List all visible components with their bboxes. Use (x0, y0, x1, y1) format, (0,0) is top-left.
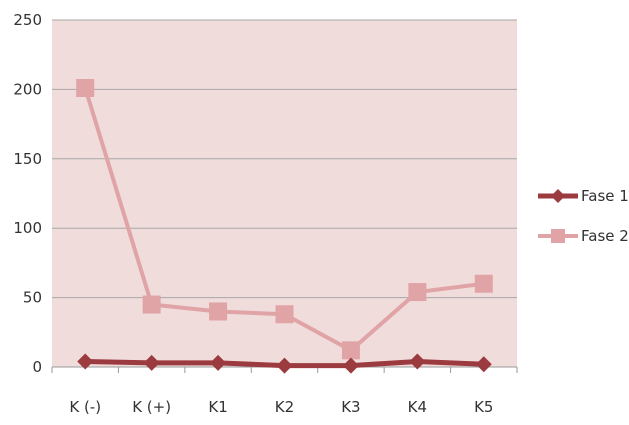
data-point (209, 302, 228, 321)
x-axis-tick-labels: K (-) K (+) K1 K2 K3 K4 K5 (51, 367, 518, 416)
series-layer (76, 79, 493, 374)
data-point (409, 353, 426, 370)
series-1 (77, 353, 492, 374)
y-tick-label: 250 (13, 11, 42, 29)
legend-marker (551, 189, 565, 203)
y-tick-label: 50 (23, 289, 42, 307)
legend-item-2: Fase 2 (538, 227, 629, 245)
legend-label: Fase 1 (581, 187, 629, 205)
y-tick-label: 150 (13, 150, 42, 168)
x-tick-label: K3 (341, 398, 360, 416)
data-point (474, 274, 493, 293)
legend: Fase 1 Fase 2 (538, 187, 629, 245)
x-tick-label: K (-) (69, 398, 101, 416)
x-tick-label: K1 (208, 398, 227, 416)
data-point (275, 305, 294, 324)
y-axis-tick-labels: 0 50 100 150 200 250 (13, 11, 42, 376)
legend-label: Fase 2 (581, 227, 629, 245)
y-tick-label: 200 (13, 80, 42, 98)
series-2 (76, 79, 493, 360)
y-tick-label: 100 (13, 219, 42, 237)
data-point (276, 357, 293, 374)
data-point (408, 283, 427, 302)
data-point (76, 79, 95, 98)
data-point (342, 357, 359, 374)
data-point (475, 356, 492, 373)
legend-marker (551, 229, 565, 243)
x-tick-label: K2 (275, 398, 294, 416)
x-tick-label: K5 (474, 398, 493, 416)
x-tick-label: K (+) (132, 398, 171, 416)
data-point (210, 354, 227, 371)
data-point (77, 353, 94, 370)
x-tick-label: K4 (408, 398, 427, 416)
data-point (142, 295, 161, 314)
y-tick-label: 0 (32, 358, 42, 376)
legend-item-1: Fase 1 (538, 187, 629, 205)
data-point (341, 341, 360, 360)
data-point (143, 354, 160, 371)
